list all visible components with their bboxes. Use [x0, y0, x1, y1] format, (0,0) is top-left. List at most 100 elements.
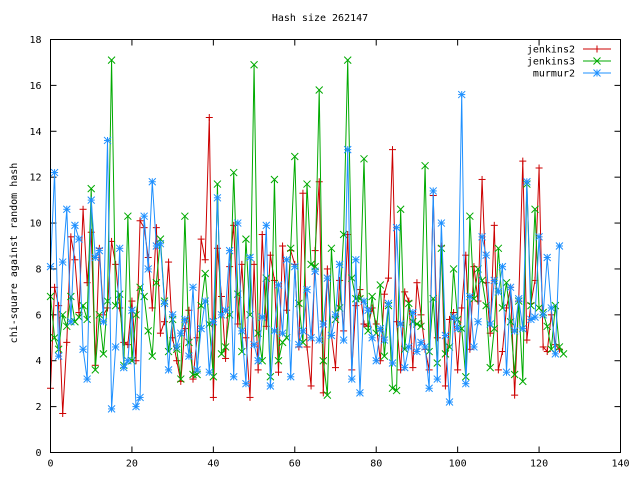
- chart-title: Hash size 262147: [272, 13, 368, 24]
- data-point: [115, 244, 124, 253]
- y-tick-label: 18: [29, 35, 41, 46]
- legend-label-murmur2: murmur2: [533, 69, 575, 80]
- data-point: [87, 196, 96, 204]
- data-point: [233, 219, 242, 227]
- data-point: [181, 212, 189, 221]
- data-point: [339, 336, 348, 344]
- data-point: [343, 56, 352, 65]
- data-point: [185, 338, 193, 347]
- data-point: [54, 352, 63, 360]
- data-point: [91, 366, 100, 374]
- plot-frame: [50, 39, 621, 453]
- data-point: [87, 184, 96, 193]
- data-point: [343, 145, 352, 154]
- data-point: [457, 90, 466, 99]
- data-point: [176, 329, 185, 338]
- data-point: [478, 232, 486, 241]
- data-point: [274, 281, 283, 289]
- data-point: [360, 297, 368, 305]
- data-point: [409, 317, 417, 326]
- data-point: [437, 219, 446, 227]
- data-point: [380, 336, 389, 344]
- data-point: [50, 333, 59, 342]
- legend-label-jenkins2: jenkins2: [527, 45, 575, 56]
- x-tick-label: 20: [126, 459, 138, 470]
- data-point: [551, 349, 560, 358]
- data-point: [502, 368, 511, 377]
- data-point: [332, 364, 339, 372]
- data-point: [258, 231, 266, 239]
- data-point: [392, 386, 401, 395]
- data-point: [449, 265, 458, 273]
- data-point: [494, 288, 503, 296]
- data-point: [364, 306, 372, 315]
- data-point: [205, 368, 214, 377]
- data-point: [486, 320, 495, 328]
- data-point: [441, 349, 450, 358]
- data-point: [111, 301, 120, 310]
- data-point: [59, 409, 67, 417]
- data-point: [242, 235, 250, 243]
- y-axis-label: chi-square against random hash: [9, 163, 20, 344]
- data-point: [225, 246, 234, 255]
- data-point: [176, 375, 185, 383]
- data-point: [67, 317, 75, 326]
- data-point: [441, 382, 449, 390]
- data-point: [148, 352, 157, 360]
- data-point: [246, 393, 254, 401]
- data-point: [172, 343, 181, 351]
- data-point: [490, 276, 499, 285]
- data-point: [384, 299, 393, 308]
- data-point: [307, 333, 315, 342]
- data-point: [144, 327, 153, 335]
- data-point: [409, 364, 417, 372]
- data-point: [466, 212, 474, 221]
- data-point: [275, 368, 282, 376]
- data-point: [413, 347, 421, 356]
- data-point: [295, 340, 303, 349]
- x-tick-label: 0: [47, 459, 53, 470]
- data-point: [303, 180, 311, 188]
- data-point: [388, 384, 397, 393]
- data-point: [547, 304, 556, 312]
- data-point: [136, 393, 144, 402]
- data-point: [347, 375, 356, 383]
- x-tick-label: 80: [370, 459, 382, 470]
- data-point: [555, 242, 564, 250]
- data-point: [67, 233, 75, 241]
- data-point: [478, 175, 486, 183]
- data-point: [401, 288, 409, 296]
- data-point: [559, 349, 568, 358]
- data-point: [290, 152, 299, 161]
- data-point: [132, 402, 140, 411]
- data-point: [242, 334, 250, 342]
- data-point: [380, 352, 389, 360]
- data-point: [335, 260, 344, 269]
- data-point: [466, 292, 474, 301]
- data-point: [164, 366, 173, 374]
- data-point: [152, 224, 160, 232]
- data-point: [319, 356, 328, 365]
- data-point: [323, 265, 331, 273]
- y-tick-label: 4: [35, 356, 41, 367]
- data-point: [506, 283, 515, 292]
- data-point: [352, 302, 360, 310]
- data-point: [344, 231, 352, 239]
- data-point: [217, 349, 226, 358]
- data-point: [83, 315, 91, 324]
- data-point: [107, 56, 116, 65]
- data-point: [368, 333, 376, 342]
- data-point: [372, 320, 380, 328]
- data-point: [111, 343, 120, 351]
- data-point: [279, 242, 287, 250]
- data-point: [319, 320, 328, 328]
- data-point: [63, 338, 71, 346]
- data-point: [352, 255, 360, 264]
- data-point: [511, 391, 519, 399]
- data-point: [510, 327, 519, 335]
- data-point: [523, 177, 531, 186]
- data-point: [185, 352, 193, 360]
- data-point: [290, 262, 299, 271]
- data-point: [372, 356, 381, 365]
